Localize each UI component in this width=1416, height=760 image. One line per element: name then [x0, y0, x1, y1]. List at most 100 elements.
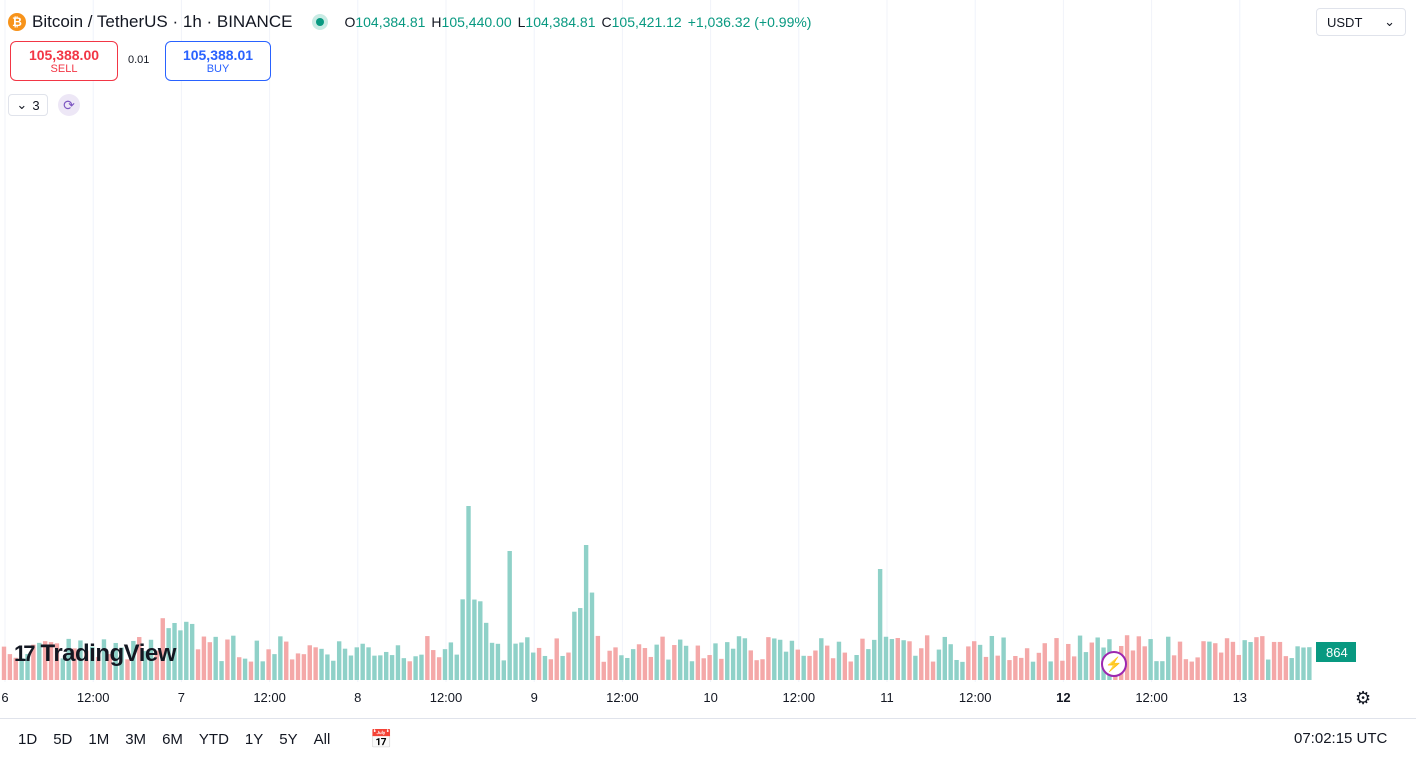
volume-bar	[919, 648, 924, 680]
volume-bar	[972, 641, 977, 680]
volume-bar	[1071, 656, 1077, 680]
range-3m-button[interactable]: 3M	[125, 731, 147, 748]
time-tick-label: 12:00	[958, 690, 992, 705]
volume-bar	[413, 656, 418, 680]
volume-bar	[1201, 641, 1206, 680]
indicators-toggle-button[interactable]: ⌄ 3	[8, 94, 48, 116]
indicators-count: 3	[32, 97, 40, 113]
range-1d-button[interactable]: 1D	[18, 731, 38, 748]
volume-bar	[1183, 659, 1189, 680]
chevron-down-icon: ⌄	[16, 97, 28, 112]
volume-bar	[930, 661, 936, 680]
volume-bar	[1242, 640, 1247, 680]
volume-bar	[1048, 661, 1053, 680]
time-tick-label: 12:00	[782, 690, 816, 705]
volume-bar	[1230, 641, 1236, 680]
volume-bar	[1, 646, 7, 680]
volume-bar	[389, 655, 395, 680]
symbol-title[interactable]: Bitcoin / TetherUS · 1h · BINANCE	[32, 12, 293, 31]
volume-bar	[1218, 652, 1224, 680]
volume-bar	[272, 654, 277, 680]
volume-bar	[924, 635, 930, 680]
volume-bar	[642, 648, 648, 680]
volume-bar	[289, 659, 295, 680]
volume-bar	[1254, 637, 1259, 680]
volume-bar	[519, 642, 524, 680]
volume-bar	[578, 608, 583, 680]
volume-bar	[213, 636, 218, 680]
volume-bar	[595, 635, 601, 680]
volume-bar	[1042, 643, 1047, 680]
volume-bar	[1124, 635, 1130, 680]
chevron-down-icon: ⌄	[1384, 14, 1395, 29]
range-1m-button[interactable]: 1M	[88, 731, 110, 748]
sell-button[interactable]: 105,388.00 SELL	[10, 41, 118, 81]
volume-bar	[178, 630, 183, 680]
range-ytd-button[interactable]: YTD	[198, 731, 229, 748]
volume-bar	[725, 642, 730, 680]
volume-bar	[736, 636, 742, 680]
calendar-icon[interactable]: 📅	[370, 729, 393, 749]
volume-bar	[1177, 641, 1183, 680]
clock-timezone[interactable]: 07:02:15 UTC	[1294, 730, 1388, 747]
volume-bar	[560, 655, 565, 680]
volume-bar	[60, 658, 65, 680]
volume-bar	[431, 650, 436, 680]
refresh-icon[interactable]: ⟳	[58, 94, 80, 116]
buy-button[interactable]: 105,388.01 BUY	[165, 41, 271, 81]
sell-price: 105,388.00	[28, 47, 100, 63]
volume-bar	[448, 642, 454, 680]
lightning-icon[interactable]: ⚡	[1101, 651, 1127, 677]
volume-bar	[625, 657, 630, 680]
time-tick-label: 12	[1056, 690, 1071, 705]
volume-bar	[483, 622, 489, 680]
volume-bar	[1089, 642, 1094, 680]
volume-bar	[1260, 636, 1265, 680]
range-5y-button[interactable]: 5Y	[279, 731, 298, 748]
volume-bar	[107, 654, 113, 680]
volume-bar	[225, 639, 230, 680]
volume-bar	[819, 638, 824, 680]
currency-select[interactable]: USDT ⌄	[1316, 8, 1406, 36]
volume-bar	[766, 637, 771, 680]
range-6m-button[interactable]: 6M	[162, 731, 183, 748]
volume-bar	[630, 649, 636, 680]
volume-bar	[848, 661, 853, 680]
volume-bar	[1148, 639, 1153, 680]
volume-bar	[636, 644, 642, 680]
volume-bar	[1066, 643, 1071, 680]
price-chart[interactable]	[0, 0, 1416, 718]
volume-bar	[589, 592, 595, 680]
volume-bar	[895, 637, 900, 680]
range-5d-button[interactable]: 5D	[53, 731, 73, 748]
volume-bar	[907, 641, 912, 680]
volume-bar	[454, 654, 459, 680]
volume-bar	[1301, 647, 1306, 680]
time-tick-label: 12:00	[429, 690, 463, 705]
volume-bar	[501, 660, 506, 680]
volume-bar	[889, 639, 895, 680]
volume-bar	[419, 654, 424, 680]
time-tick-label: 13	[1232, 690, 1248, 705]
volume-bar	[1171, 655, 1177, 680]
range-1y-button[interactable]: 1Y	[244, 731, 264, 748]
volume-bar	[583, 545, 589, 680]
range-all-button[interactable]: All	[313, 731, 331, 748]
time-tick-label: 10	[703, 690, 718, 705]
volume-bar	[1077, 635, 1083, 680]
volume-bar	[730, 648, 736, 680]
gear-icon[interactable]: ⚙	[1355, 688, 1372, 708]
volume-bar	[719, 658, 724, 680]
volume-bar	[195, 649, 201, 680]
volume-bar	[772, 638, 777, 680]
volume-bar	[101, 639, 107, 680]
volume-bar	[154, 650, 160, 680]
volume-bar	[7, 654, 13, 680]
volume-bar	[825, 645, 830, 680]
volume-bar	[348, 655, 354, 680]
volume-bar	[460, 599, 465, 680]
volume-bar	[1271, 641, 1277, 680]
time-tick-label: 9	[530, 690, 538, 705]
symbol-header: ₿ Bitcoin / TetherUS · 1h · BINANCE O104…	[8, 8, 811, 36]
volume-bar	[242, 658, 248, 680]
